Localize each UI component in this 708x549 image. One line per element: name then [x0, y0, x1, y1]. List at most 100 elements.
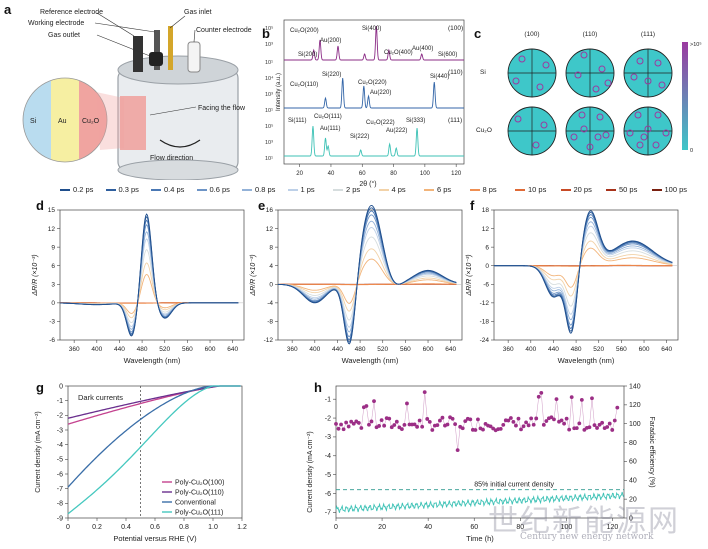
jv-ytick: -3 [57, 427, 63, 434]
stab-fe-point [536, 394, 541, 399]
stab-fe-point [379, 418, 384, 423]
legend-item: 0.6 ps [196, 185, 230, 194]
stab-left-ytick: -2 [325, 415, 331, 422]
xrd-ytick: 10³ [265, 140, 273, 146]
tr-trace [59, 213, 239, 337]
tr-xtick: 440 [332, 346, 343, 353]
pole-spot [626, 129, 634, 137]
colorbar-top: >10⁵ [690, 41, 702, 48]
tr-trace [59, 248, 239, 324]
xrd-peak-label: Si(111) [288, 118, 306, 124]
xrd-ylabel: Intensity (a.u.) [276, 73, 282, 111]
stab-fe-point [607, 421, 612, 426]
jv-ytick: -5 [57, 457, 63, 464]
colorbar-bottom: 0 [690, 148, 693, 154]
stab-left-ytick: -4 [325, 453, 331, 460]
stab-fe-point [562, 421, 566, 426]
stab-fe-point [453, 422, 458, 427]
tr-trace [494, 214, 673, 329]
pole-spot [592, 85, 600, 93]
pole-row-cu2o: Cu₂O [476, 127, 492, 134]
pole-spot [518, 55, 526, 63]
stab-fe-point [399, 427, 404, 432]
stab-right-ylabel: Faradaic efficiency (%) [648, 416, 655, 487]
stab-annotation: 85% initial current density [474, 482, 554, 489]
layer-cu2o-text: Cu₂O [82, 118, 100, 125]
jv-legend-label: Poly-Cu₂O(100) [175, 479, 224, 486]
legend-label: 10 ps [528, 185, 547, 194]
legend-item: 8 ps [469, 185, 497, 194]
xrd-peak-label: Au(400) [412, 46, 433, 52]
tr-xtick: 400 [91, 346, 102, 353]
tr-xlabel: Wavelength (nm) [342, 356, 399, 365]
tr-xtick: 360 [503, 346, 514, 353]
tr-xlabel: Wavelength (nm) [558, 356, 615, 365]
xrd-trace-110 [284, 77, 464, 109]
legend-item: 20 ps [560, 185, 592, 194]
legend-label: 0.3 ps [118, 185, 139, 194]
jv-ytick: 0 [59, 383, 63, 390]
colorbar [682, 42, 688, 150]
xrd-peak-label: Si(222) [350, 134, 369, 140]
panel-label-b: b [262, 26, 270, 41]
jv-chart: 0-1-2-3-4-5-6-7-8-90 0.2 0.4 0.6 0.8 1.0 1.2Po… [35, 383, 247, 543]
legend-label: 0.2 ps [73, 185, 94, 194]
xrd-peak-label: Cu₂O(110) [290, 82, 318, 88]
tr-ytick: 0 [51, 300, 55, 307]
tr-ytick: -4 [267, 300, 273, 307]
tr-ytick: 12 [48, 226, 56, 233]
stab-fe-point [577, 421, 582, 426]
stab-right-ytick: 0 [629, 515, 633, 522]
stab-right-ytick: 120 [629, 402, 641, 409]
stab-fe-point [417, 418, 422, 423]
stab-xtick: 0 [334, 524, 338, 531]
pole-spot [570, 133, 578, 141]
legend-item: 10 ps [515, 185, 546, 194]
au-layer [51, 78, 79, 162]
pole-spot [654, 59, 662, 67]
legend-item: 50 ps [606, 185, 637, 194]
watermark-text: 世纪新能源网 [488, 504, 680, 539]
pole-spot [532, 141, 540, 149]
tr-ytick: 0 [485, 263, 489, 270]
legend-swatch [469, 189, 480, 192]
pole-spot [630, 73, 638, 81]
stab-fe-point [615, 405, 620, 410]
legend-swatch [606, 189, 616, 192]
pole-spot [514, 115, 522, 123]
tr-xtick: 480 [571, 346, 582, 353]
xrd-xtick: 100 [420, 171, 431, 177]
pole-spot [594, 133, 602, 141]
panel-label-a: a [4, 2, 12, 17]
xrd-ytick: 10¹ [265, 108, 273, 114]
xrd-peak-label: Au(222) [386, 128, 407, 134]
tr-trace [278, 283, 457, 286]
stab-fe-point [450, 416, 455, 421]
jv-ytick: -2 [57, 413, 63, 420]
gas-outlet-label: Gas outlet [48, 32, 80, 39]
stab-fe-point [526, 423, 531, 428]
pole-spot [654, 111, 662, 119]
panel-label-d: d [36, 198, 44, 213]
tr-trace [277, 248, 457, 312]
stab-right-ytick: 20 [629, 496, 637, 503]
stab-left-ylabel: Current density (mA cm⁻²) [307, 431, 314, 513]
jv-ytick: -8 [57, 501, 63, 508]
pole-spot [580, 51, 588, 59]
legend-item: 6 ps [424, 185, 451, 194]
jv-ytick: -1 [57, 398, 63, 405]
legend-item: 100 ps [651, 185, 687, 194]
legend-label: 8 ps [482, 185, 497, 194]
legend-label: 6 ps [437, 185, 452, 194]
xrd-peak-label: Au(200) [320, 38, 341, 44]
legend-item: 1 ps [287, 185, 315, 194]
tr-trace [59, 238, 239, 328]
pole-spot [574, 71, 582, 79]
tr-ylabel: ΔR/R (×10⁻³) [32, 254, 39, 296]
reference-electrode [133, 36, 143, 72]
jv-xlabel: Potential versus RHE (V) [113, 534, 197, 543]
tr-trace [59, 262, 239, 319]
pole-col-111: (111) [641, 31, 655, 38]
tr-ytick: 4 [269, 263, 273, 270]
xrd-ytick: 10¹ [265, 156, 273, 162]
